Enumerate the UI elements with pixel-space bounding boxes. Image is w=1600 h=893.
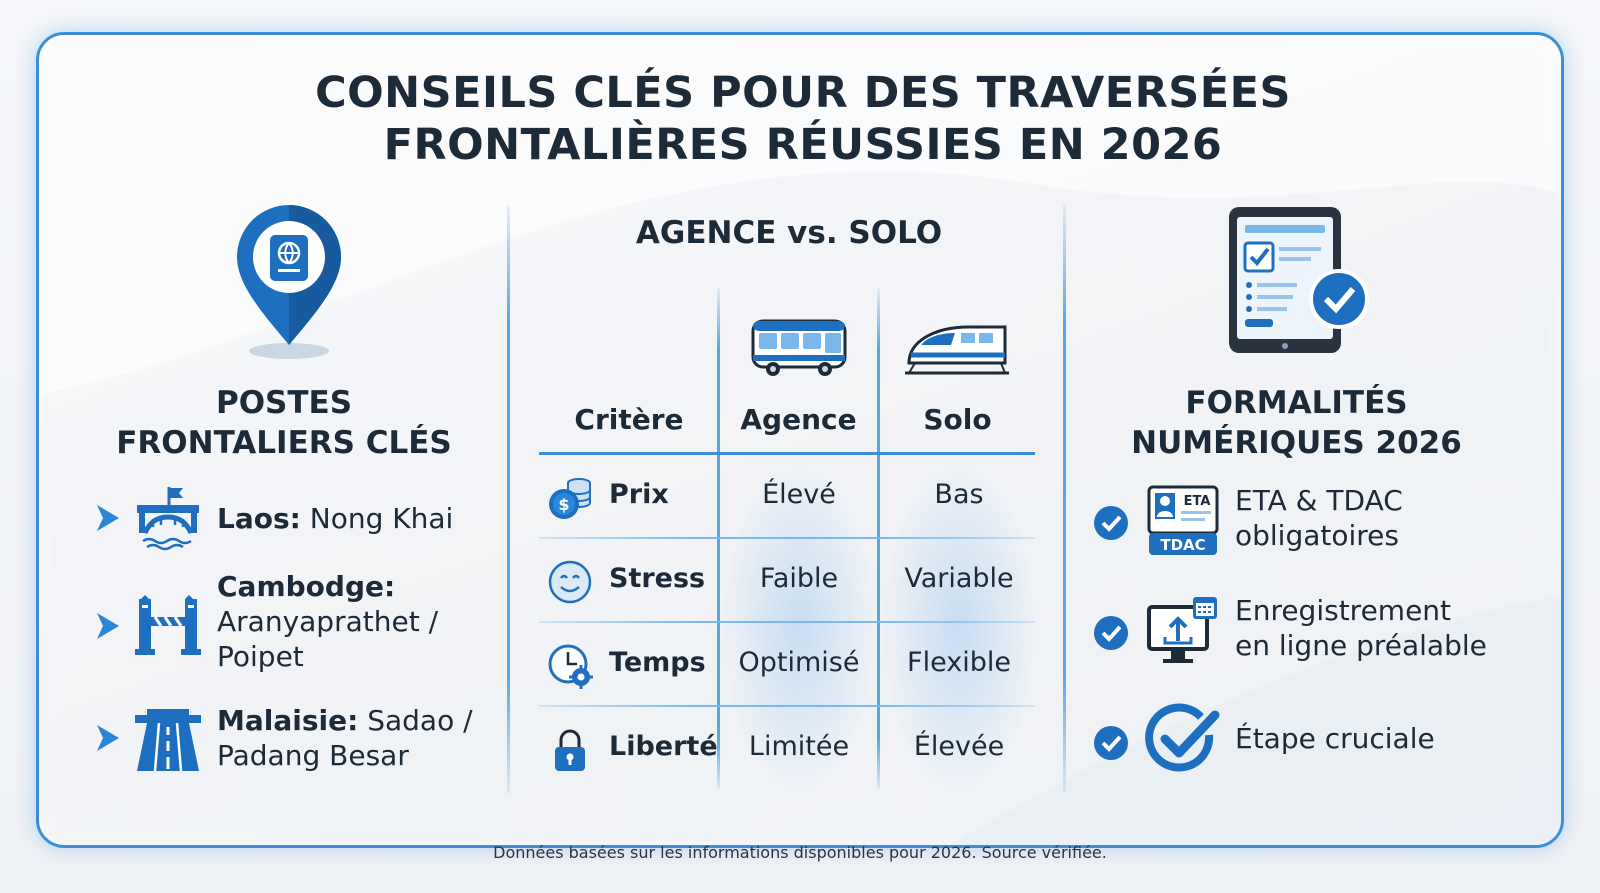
place-aranyaprathet-poipet: Aranyaprathet / Poipet — [217, 605, 439, 673]
criterion-time: Temps — [609, 647, 706, 678]
table-divider-1 — [717, 289, 720, 789]
table-divider-2 — [877, 289, 880, 789]
eta-label: ETA — [1184, 494, 1211, 509]
header-agency: Agence — [740, 403, 857, 436]
formality-crucial-step: Étape cruciale — [1093, 699, 1543, 789]
formality-crucial-step-text: Étape cruciale — [1235, 721, 1535, 756]
column-glow-agency — [719, 455, 879, 795]
formality-eta-tdac-text: ETA & TDAC obligatoires — [1235, 483, 1535, 553]
cell-time-solo: Flexible — [907, 647, 1011, 678]
row-freedom-label: Liberté — [547, 719, 727, 779]
row-divider-3 — [539, 705, 1035, 707]
place-nong-khai: Nong Khai — [300, 502, 454, 535]
cell-time-agency: Optimisé — [738, 647, 860, 678]
country-malaysia: Malaisie: — [217, 704, 359, 737]
table-header-line — [539, 452, 1035, 455]
country-cambodia: Cambodge: — [217, 570, 396, 603]
place-sadao-padang-besar: Sadao / Padang Besar — [217, 704, 473, 772]
cell-price-solo: Bas — [934, 479, 984, 510]
check-circle-icon — [1094, 506, 1128, 540]
formality-eta-tdac-line1: ETA & TDAC — [1235, 484, 1403, 517]
border-post-laos-text: Laos: Nong Khai — [217, 501, 517, 536]
row-price-label: $ Prix — [547, 467, 727, 527]
border-post-malaysia-text: Malaisie: Sadao / Padang Besar — [217, 703, 517, 773]
criterion-stress: Stress — [609, 563, 706, 594]
formality-online-registration-text: Enregistrement en ligne préalable — [1235, 593, 1535, 663]
formality-eta-tdac: ETA TDAC ETA & TDAC obligatoires — [1093, 479, 1543, 569]
border-post-laos: Laos: Nong Khai — [97, 483, 517, 583]
border-post-cambodia-text: Cambodge: Aranyaprathet / Poipet — [217, 569, 517, 674]
formality-eta-tdac-line2: obligatoires — [1235, 519, 1399, 552]
digital-formalities-title-line2: NUMÉRIQUES 2026 — [1131, 425, 1462, 461]
border-post-malaysia: Malaisie: Sadao / Padang Besar — [97, 703, 517, 803]
smiley-icon — [548, 560, 592, 604]
main-title-line2: FRONTALIÈRES RÉUSSIES EN 2026 — [383, 120, 1223, 170]
bridge-icon — [137, 487, 199, 551]
tdac-label: TDAC — [1160, 536, 1205, 554]
train-icon — [905, 325, 1009, 375]
border-gate-icon — [135, 595, 201, 655]
coins-icon: $ — [549, 478, 591, 519]
tablet-checklist-icon — [1229, 207, 1369, 353]
criterion-freedom: Liberté — [609, 731, 718, 762]
main-title-line1: CONSEILS CLÉS POUR DES TRAVERSÉES — [315, 68, 1291, 118]
infographic-card: CONSEILS CLÉS POUR DES TRAVERSÉES FRONTA… — [36, 32, 1564, 848]
arrow-right-icon — [97, 725, 119, 751]
check-circle-icon — [1094, 726, 1128, 760]
country-laos: Laos: — [217, 502, 301, 535]
column-glow-solo — [879, 455, 1039, 795]
cell-price-agency: Élevé — [762, 479, 836, 510]
eta-tdac-card-icon: ETA TDAC — [1147, 485, 1219, 555]
check-circle-icon — [1094, 616, 1128, 650]
padlock-icon — [555, 729, 585, 771]
border-posts-title-line2: FRONTALIERS CLÉS — [116, 425, 452, 461]
row-divider-2 — [539, 621, 1035, 623]
bus-icon — [751, 319, 847, 376]
cell-stress-agency: Faible — [759, 563, 839, 594]
header-criterion: Critère — [574, 403, 684, 436]
svg-text:$: $ — [558, 495, 569, 514]
arrow-right-icon — [97, 505, 119, 531]
big-check-icon — [1145, 703, 1220, 772]
arrow-right-icon — [97, 613, 119, 639]
criterion-price: Prix — [609, 479, 669, 510]
footer-note: Données basées sur les informations disp… — [493, 843, 1107, 862]
formality-online-registration-line1: Enregistrement — [1235, 594, 1452, 627]
formality-crucial-step-line1: Étape cruciale — [1235, 722, 1435, 755]
row-time-label: Temps — [547, 635, 727, 695]
online-upload-icon — [1147, 597, 1217, 663]
digital-formalities-title-line1: FORMALITÉS — [1185, 385, 1408, 421]
border-post-cambodia: Cambodge: Aranyaprathet / Poipet — [97, 570, 517, 673]
column-divider-right — [1063, 205, 1066, 793]
header-solo: Solo — [923, 403, 992, 436]
border-posts-title: POSTES FRONTALIERS CLÉS — [99, 383, 469, 463]
clock-gear-icon — [548, 644, 593, 689]
background-swoosh — [39, 35, 1561, 845]
cell-stress-solo: Variable — [904, 563, 1014, 594]
highway-icon — [135, 709, 201, 772]
passport-pin-icon — [237, 205, 341, 359]
cell-freedom-solo: Élevée — [913, 731, 1005, 762]
formality-online-registration: Enregistrement en ligne préalable — [1093, 589, 1543, 679]
column-divider-left — [507, 205, 510, 793]
border-posts-title-line1: POSTES — [215, 385, 353, 421]
formality-online-registration-line2: en ligne préalable — [1235, 629, 1487, 662]
agency-vs-solo-title: AGENCE vs. SOLO — [635, 215, 943, 251]
cell-freedom-agency: Limitée — [748, 731, 850, 762]
row-divider-1 — [539, 537, 1035, 539]
digital-formalities-title: FORMALITÉS NUMÉRIQUES 2026 — [1089, 383, 1504, 463]
main-title: CONSEILS CLÉS POUR DES TRAVERSÉES FRONTA… — [39, 67, 1561, 171]
row-stress-label: Stress — [547, 551, 727, 611]
